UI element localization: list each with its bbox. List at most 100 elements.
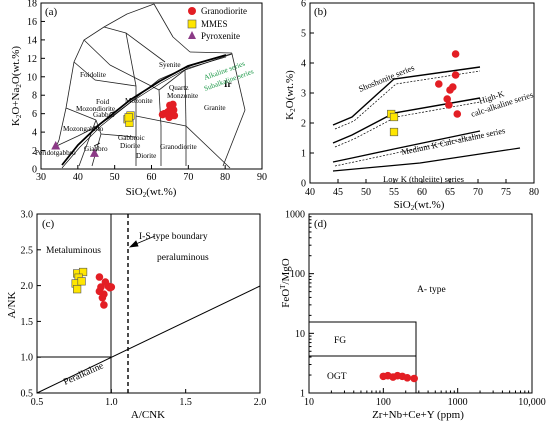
tick-label: 0.5 xyxy=(31,397,44,408)
field-label: Giabbro xyxy=(84,145,108,153)
tick-label: 75 xyxy=(501,187,511,198)
field-label: Metaluminous xyxy=(46,246,101,256)
tick-label: 5 xyxy=(301,29,306,40)
axes-c: 0.5 1.0 1.5 2.0 0.5 1.0 1.5 2.0 2.5 3.0 xyxy=(21,210,267,409)
shoshonite-boundary xyxy=(332,66,481,126)
panel-c: (c) 0.5 1.0 1.5 2.0 0.5 1.0 1.5 2.0 2.5 3.0 Metal… xyxy=(6,210,266,422)
tick-label: 16 xyxy=(27,17,37,28)
panel-a-field-labels: Foidolite Syenite Foid Gabbro Mozondiori… xyxy=(35,60,255,160)
field-label: Mozondiorite xyxy=(76,105,115,113)
legend-label: MMES xyxy=(201,19,228,29)
field-label: Ir xyxy=(224,79,232,89)
legend-label: Granodiorite xyxy=(201,6,247,16)
data-point xyxy=(435,80,443,88)
field-label: Granodiorite xyxy=(160,143,197,151)
field-label: Gabbro xyxy=(93,111,115,119)
panel-b-label: (b) xyxy=(314,6,327,18)
tick-label: 1000 xyxy=(448,397,468,408)
data-point xyxy=(100,301,108,309)
field-label: Mozongabbro xyxy=(63,125,104,133)
field-label: OGT xyxy=(327,372,347,382)
tick-label: 1.0 xyxy=(21,353,34,364)
field-label: FG xyxy=(334,336,346,346)
tick-label: 6 xyxy=(301,0,306,10)
y-axis-label-b: K2O(wt.%) xyxy=(284,70,297,120)
fg-ogt-boxes xyxy=(308,321,417,394)
data-point xyxy=(403,373,412,382)
tick-label: 0.5 xyxy=(21,389,34,400)
legend-a: Granodiorite MMES Pyroxenite xyxy=(187,6,247,41)
legend-item-granodiorite: Granodiorite xyxy=(188,6,247,16)
tick-label: 1 xyxy=(301,149,306,160)
alkaline-divider xyxy=(61,54,227,169)
tick-label: 10 xyxy=(304,397,314,408)
panel-a: (a) xyxy=(10,0,267,199)
data-point xyxy=(78,267,88,277)
tick-label: 1.5 xyxy=(179,397,192,408)
data-point xyxy=(410,374,418,383)
tick-label: 50 xyxy=(110,172,120,183)
field-label: Diorite xyxy=(136,152,156,160)
legend-label: Pyroxenite xyxy=(201,31,240,41)
tick-label: 100 xyxy=(290,269,305,280)
tick-label: 12 xyxy=(27,54,37,65)
data-point xyxy=(98,293,107,302)
field-label: Low K (tholeiite) series xyxy=(383,174,464,184)
data-point xyxy=(158,110,167,119)
tick-label: 65 xyxy=(445,187,455,198)
tick-label: 2 xyxy=(32,146,37,157)
field-label: Gabbroic xyxy=(118,134,145,142)
data-point xyxy=(389,112,399,122)
data-point xyxy=(445,101,453,109)
tick-label: 2.0 xyxy=(21,281,34,292)
field-label: A- type xyxy=(417,285,446,295)
tick-label: 60 xyxy=(417,187,427,198)
medium-k-boundary-dashed xyxy=(334,134,481,167)
tick-label: 18 xyxy=(27,0,37,10)
tick-label: 1.0 xyxy=(105,397,118,408)
panel-a-label: (a) xyxy=(45,6,58,18)
field-label: Mozonite xyxy=(125,97,153,105)
axes-a: 30 40 50 60 70 80 90 0 2 4 6 8 10 12 14 16 18 xyxy=(27,0,267,183)
tick-label: 55 xyxy=(389,187,399,198)
tick-label: 100 xyxy=(376,397,391,408)
tick-label: 6 xyxy=(32,109,37,120)
panel-c-frame xyxy=(36,213,261,394)
panel-c-label: (c) xyxy=(42,218,55,230)
data-point xyxy=(449,83,457,91)
y-axis-label-d: FeOT/MgO xyxy=(279,258,292,308)
panel-d-field-labels: A- type FG OGT xyxy=(327,285,446,382)
discrimination-lines xyxy=(36,214,261,394)
peralkaline-boundary xyxy=(36,285,261,394)
tick-label: 80 xyxy=(529,187,539,198)
i-s-arrow xyxy=(128,235,156,248)
tick-label: 3 xyxy=(301,89,306,100)
data-point xyxy=(77,277,86,286)
field-label: Quartz xyxy=(169,84,189,92)
data-point xyxy=(453,110,462,118)
x-axis-label-c: A/CNK xyxy=(131,409,165,421)
panel-d-label: (d) xyxy=(314,218,327,230)
data-point xyxy=(451,50,460,58)
x-axis-label-d: Zr+Nb+Ce+Y (ppm) xyxy=(372,409,464,421)
field-label: Granite xyxy=(204,104,226,112)
tick-label: 2 xyxy=(301,119,306,130)
data-point xyxy=(95,273,104,281)
tick-label: 1.5 xyxy=(21,317,34,328)
panel-a-points xyxy=(51,100,179,157)
x-axis-label-b: SiO2(wt.%) xyxy=(394,199,445,212)
tick-label: 14 xyxy=(27,35,37,46)
low-k-boundary xyxy=(332,147,521,172)
tick-label: 1000 xyxy=(285,210,305,221)
x-axis-label-a: SiO2(wt.%) xyxy=(126,186,177,199)
medium-k-boundary xyxy=(332,130,481,163)
shoshonite-boundary-dashed xyxy=(334,70,481,130)
tick-label: 8 xyxy=(32,91,37,102)
data-point xyxy=(124,113,133,122)
tick-label: 10 xyxy=(295,329,305,340)
tick-label: 0 xyxy=(301,179,306,190)
tick-label: 4 xyxy=(32,128,37,139)
